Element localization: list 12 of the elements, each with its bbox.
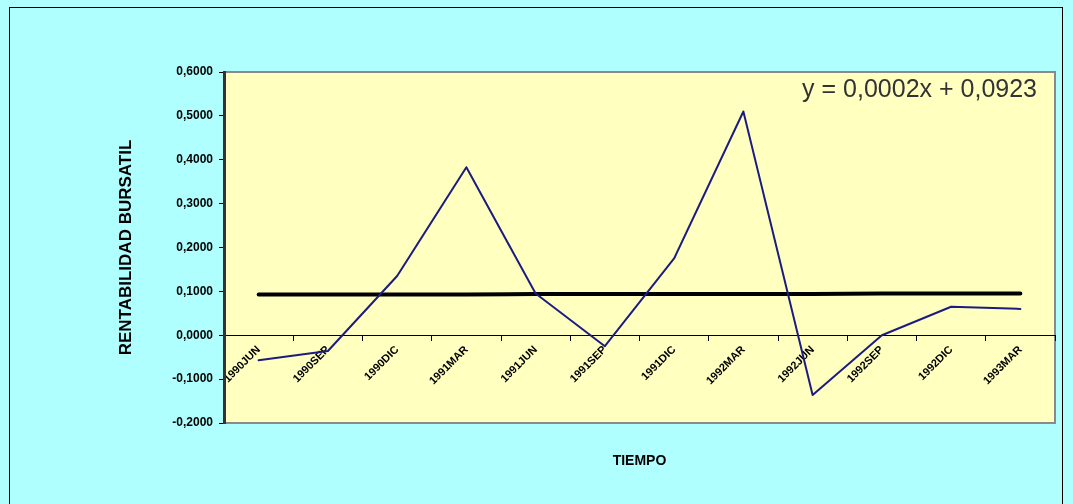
y-tick-label: 0,0000 <box>176 327 214 342</box>
x-axis-title: TIEMPO <box>612 451 667 468</box>
y-tick-label: 0,1000 <box>176 283 214 298</box>
y-tick-label: 0,6000 <box>176 64 214 79</box>
y-axis-title: RENTABILIDAD BURSATIL <box>115 139 135 356</box>
y-tick-label: 0,3000 <box>176 195 214 210</box>
y-tick-label: -0,1000 <box>172 371 214 386</box>
y-tick-label: 0,2000 <box>176 239 214 254</box>
y-tick-label: 0,5000 <box>176 108 214 123</box>
y-tick-label: -0,2000 <box>172 415 214 430</box>
y-tick-label: 0,4000 <box>176 152 214 167</box>
annotation: y = 0,0002x + 0,0923 <box>802 74 1037 103</box>
